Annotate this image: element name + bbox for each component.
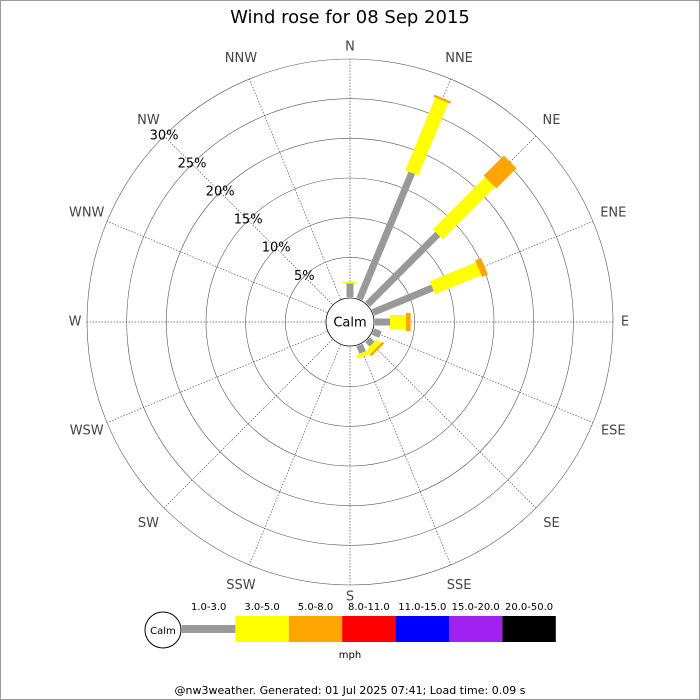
legend-swatch — [342, 616, 396, 642]
legend-swatch — [235, 616, 289, 642]
spoke — [367, 339, 537, 509]
wind-segment — [367, 339, 382, 354]
legend-calm-label: Calm — [150, 626, 176, 637]
wind-segment — [371, 328, 382, 338]
wind-segment — [371, 284, 434, 316]
legend-label: 5.0-8.0 — [298, 602, 333, 613]
legend-label: 15.0-20.0 — [452, 602, 500, 613]
wind-segment — [365, 337, 375, 347]
spoke — [106, 331, 328, 423]
legend-swatch — [395, 616, 449, 642]
wind-segment — [475, 257, 488, 278]
direction-label: SW — [138, 516, 159, 531]
direction-label: NNW — [225, 51, 257, 66]
calm-circle — [325, 297, 375, 347]
direction-label: S — [346, 590, 354, 605]
wind-segment — [405, 97, 449, 176]
wind-segment — [433, 94, 452, 104]
direction-label: SSW — [226, 578, 256, 593]
unit-label: mph — [339, 650, 361, 661]
spoke — [163, 339, 333, 509]
direction-label: WSW — [70, 424, 104, 439]
spoke — [249, 344, 341, 566]
wind-segment — [365, 231, 441, 307]
legend-label: 8.0-11.0 — [348, 602, 390, 613]
direction-label: N — [345, 40, 355, 55]
direction-label: NNE — [445, 51, 473, 66]
wind-segment — [356, 349, 371, 359]
direction-label: ENE — [600, 205, 626, 220]
footer: @nw3weather. Generated: 01 Jul 2025 07:4… — [175, 684, 526, 697]
calm-label: Calm — [333, 316, 366, 331]
legend-swatch — [288, 616, 343, 642]
legend-swatch — [449, 616, 503, 642]
spoke — [163, 135, 333, 305]
direction-label: W — [69, 315, 82, 330]
legend-swatch — [182, 625, 236, 633]
wind-segment — [429, 262, 482, 295]
direction-label: ESE — [601, 424, 626, 439]
wind-segment — [432, 177, 495, 240]
legend-label: 3.0-5.0 — [244, 602, 279, 613]
wind-segment — [356, 171, 416, 301]
wind-segment — [356, 343, 366, 354]
spoke — [359, 344, 451, 566]
spoke — [106, 221, 328, 313]
legend-label: 20.0-50.0 — [505, 602, 553, 613]
direction-label: NW — [137, 113, 160, 128]
legend-swatch — [502, 616, 556, 642]
legend-label: 11.0-15.0 — [398, 602, 446, 613]
direction-label: SE — [543, 516, 559, 531]
grid-ring — [205, 177, 495, 467]
wind-segment — [369, 341, 385, 357]
legend-calm-circle — [144, 611, 182, 649]
grid-ring — [166, 138, 534, 506]
spoke — [249, 78, 341, 300]
chart-title: Wind rose for 08 Sep 2015 — [230, 7, 470, 28]
direction-label: NE — [543, 113, 561, 128]
spoke — [372, 331, 594, 423]
direction-label: SSE — [447, 578, 472, 593]
direction-label: E — [621, 315, 629, 330]
legend-label: 1.0-3.0 — [191, 602, 226, 613]
r-tick-label: 15% — [234, 213, 263, 228]
direction-label: WNW — [69, 205, 105, 220]
wind-segment — [483, 155, 517, 189]
r-tick-label: 20% — [206, 185, 235, 200]
